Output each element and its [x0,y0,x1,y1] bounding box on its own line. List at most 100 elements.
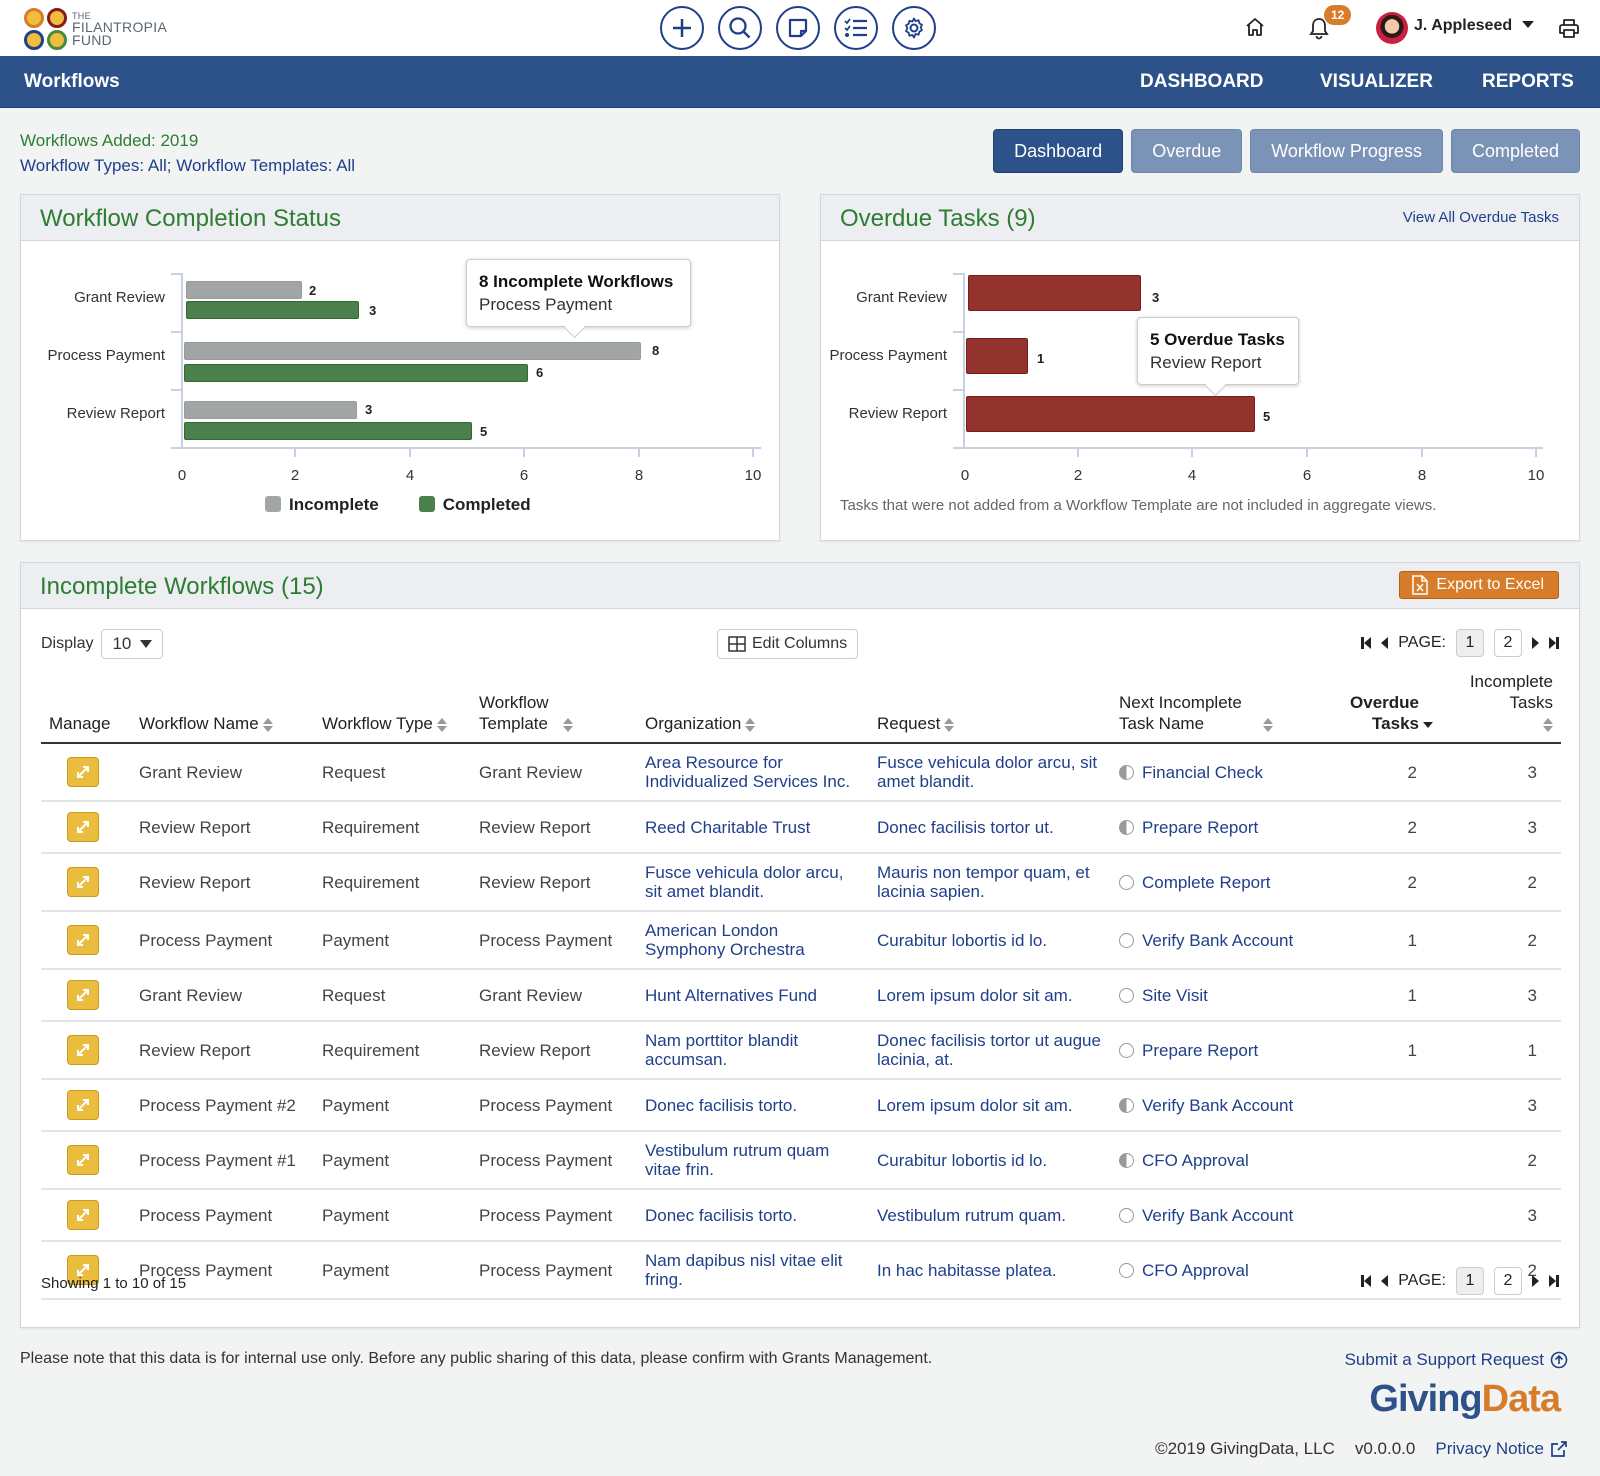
bar-incomplete-process-payment[interactable] [184,342,641,360]
tab-dashboard[interactable]: Dashboard [993,129,1124,173]
organization-link[interactable]: Area Resource for Individualized Service… [645,753,851,791]
next-page-icon[interactable] [1532,1275,1539,1287]
next-task-link[interactable]: Verify Bank Account [1142,930,1294,950]
request-link[interactable]: Curabitur lobortis id lo. [877,930,1048,950]
expand-button[interactable] [67,757,99,787]
expand-button[interactable] [67,1145,99,1175]
expand-button[interactable] [67,1035,99,1065]
request-link[interactable]: Vestibulum rutrum quam. [877,1205,1066,1225]
bar-completed-process-payment[interactable] [184,364,528,382]
col-workflow-type[interactable]: Workflow Type [314,671,471,744]
tab-workflow-progress[interactable]: Workflow Progress [1250,129,1443,173]
request-link[interactable]: Lorem ipsum dolor sit am. [877,985,1073,1005]
bar-completed-grant-review[interactable] [186,301,359,319]
request-link[interactable]: Curabitur lobortis id lo. [877,1150,1048,1170]
expand-button[interactable] [67,925,99,955]
expand-button[interactable] [67,867,99,897]
settings-button[interactable] [892,6,936,50]
legend-completed[interactable]: Completed [418,495,531,515]
filter-types[interactable]: Workflow Types: All; Workflow Templates:… [20,156,356,175]
printer-icon[interactable] [1558,17,1580,39]
notes-button[interactable] [776,6,820,50]
bell-icon[interactable] [1308,16,1330,40]
organization-link[interactable]: Nam dapibus nisl vitae elit fring. [645,1251,843,1289]
organization-link[interactable]: Donec facilisis torto. [645,1095,798,1115]
col-request[interactable]: Request [869,671,1111,744]
organization-link[interactable]: American London Symphony Orchestra [645,921,805,959]
expand-button[interactable] [67,812,99,842]
expand-button[interactable] [67,1200,99,1230]
expand-button[interactable] [67,1090,99,1120]
next-task-link[interactable]: CFO Approval [1142,1260,1249,1280]
request-link[interactable]: Donec facilisis tortor ut augue lacinia,… [877,1031,1101,1069]
filantropia-logo[interactable]: THE FILANTROPIA FUND [24,8,167,50]
page-size-select[interactable]: 10 [101,629,164,659]
organization-link[interactable]: Donec facilisis torto. [645,1205,798,1225]
last-page-icon[interactable] [1549,1275,1559,1287]
page-button-2[interactable]: 2 [1494,1267,1522,1295]
quick-actions [660,6,936,50]
user-menu-caret-icon[interactable] [1522,21,1534,28]
next-task-link[interactable]: Verify Bank Account [1142,1205,1294,1225]
view-all-overdue-link[interactable]: View All Overdue Tasks [1402,209,1559,226]
organization-link[interactable]: Fusce vehicula dolor arcu, sit amet blan… [645,863,844,901]
col-workflow-name[interactable]: Workflow Name [131,671,314,744]
col-organization[interactable]: Organization [637,671,869,744]
nav-dashboard[interactable]: DASHBOARD [1140,71,1264,92]
expand-button[interactable] [67,1255,99,1285]
next-task-link[interactable]: Site Visit [1142,985,1208,1005]
nav-visualizer[interactable]: VISUALIZER [1320,71,1433,92]
next-task-link[interactable]: Prepare Report [1142,1040,1259,1060]
page-button-1[interactable]: 1 [1456,629,1484,657]
expand-button[interactable] [67,980,99,1010]
bar-completed-review-report[interactable] [184,422,472,440]
prev-page-icon[interactable] [1381,1275,1389,1287]
organization-link[interactable]: Hunt Alternatives Fund [645,985,817,1005]
col-workflow-template[interactable]: Workflow Template [471,671,637,744]
tab-overdue[interactable]: Overdue [1131,129,1243,173]
request-link[interactable]: Lorem ipsum dolor sit am. [877,1095,1073,1115]
bar-overdue-grant-review[interactable] [968,275,1141,311]
export-excel-button[interactable]: Export to Excel [1399,571,1559,599]
organization-link[interactable]: Vestibulum rutrum quam vitae frin. [645,1141,830,1179]
organization-link[interactable]: Nam porttitor blandit accumsan. [645,1031,799,1069]
nav-reports[interactable]: REPORTS [1482,71,1574,92]
next-task-link[interactable]: Financial Check [1142,762,1263,782]
search-button[interactable] [718,6,762,50]
first-page-icon[interactable] [1361,1275,1372,1287]
bar-overdue-review-report[interactable] [966,396,1255,432]
bar-overdue-process-payment[interactable] [966,338,1028,374]
legend-incomplete[interactable]: Incomplete [265,495,379,515]
notification-badge[interactable]: 12 [1324,5,1352,25]
next-task-link[interactable]: Prepare Report [1142,817,1259,837]
home-icon[interactable] [1244,16,1266,38]
tasks-button[interactable] [834,6,878,50]
avatar[interactable] [1376,12,1408,44]
request-link[interactable]: Donec facilisis tortor ut. [877,817,1054,837]
request-link[interactable]: Mauris non tempor quam, et lacinia sapie… [877,863,1090,901]
tab-completed[interactable]: Completed [1450,129,1580,173]
request-link[interactable]: In hac habitasse platea. [877,1260,1057,1280]
next-task-link[interactable]: Verify Bank Account [1142,1095,1294,1115]
bar-incomplete-review-report[interactable] [184,401,357,419]
support-request-link[interactable]: Submit a Support Request [1345,1350,1568,1370]
request-link[interactable]: Fusce vehicula dolor arcu, sit amet blan… [877,753,1098,791]
col-next-task[interactable]: Next Incomplete Task Name [1111,671,1331,744]
col-incomplete-tasks[interactable]: Incomplete Tasks [1441,671,1561,744]
x-tick: 0 [177,467,187,484]
edit-columns-button[interactable]: Edit Columns [717,629,859,659]
bar-incomplete-grant-review[interactable] [186,281,302,299]
organization-link[interactable]: Reed Charitable Trust [645,817,811,837]
next-page-icon[interactable] [1532,637,1539,649]
next-task-link[interactable]: Complete Report [1142,872,1271,892]
col-overdue-tasks[interactable]: Overdue Tasks [1331,671,1441,744]
privacy-notice-link[interactable]: Privacy Notice [1435,1439,1568,1459]
page-button-1[interactable]: 1 [1456,1267,1484,1295]
add-button[interactable] [660,6,704,50]
page-button-2[interactable]: 2 [1494,629,1522,657]
first-page-icon[interactable] [1361,637,1372,649]
user-name[interactable]: J. Appleseed [1414,17,1513,34]
prev-page-icon[interactable] [1381,637,1389,649]
next-task-link[interactable]: CFO Approval [1142,1150,1249,1170]
last-page-icon[interactable] [1549,637,1559,649]
